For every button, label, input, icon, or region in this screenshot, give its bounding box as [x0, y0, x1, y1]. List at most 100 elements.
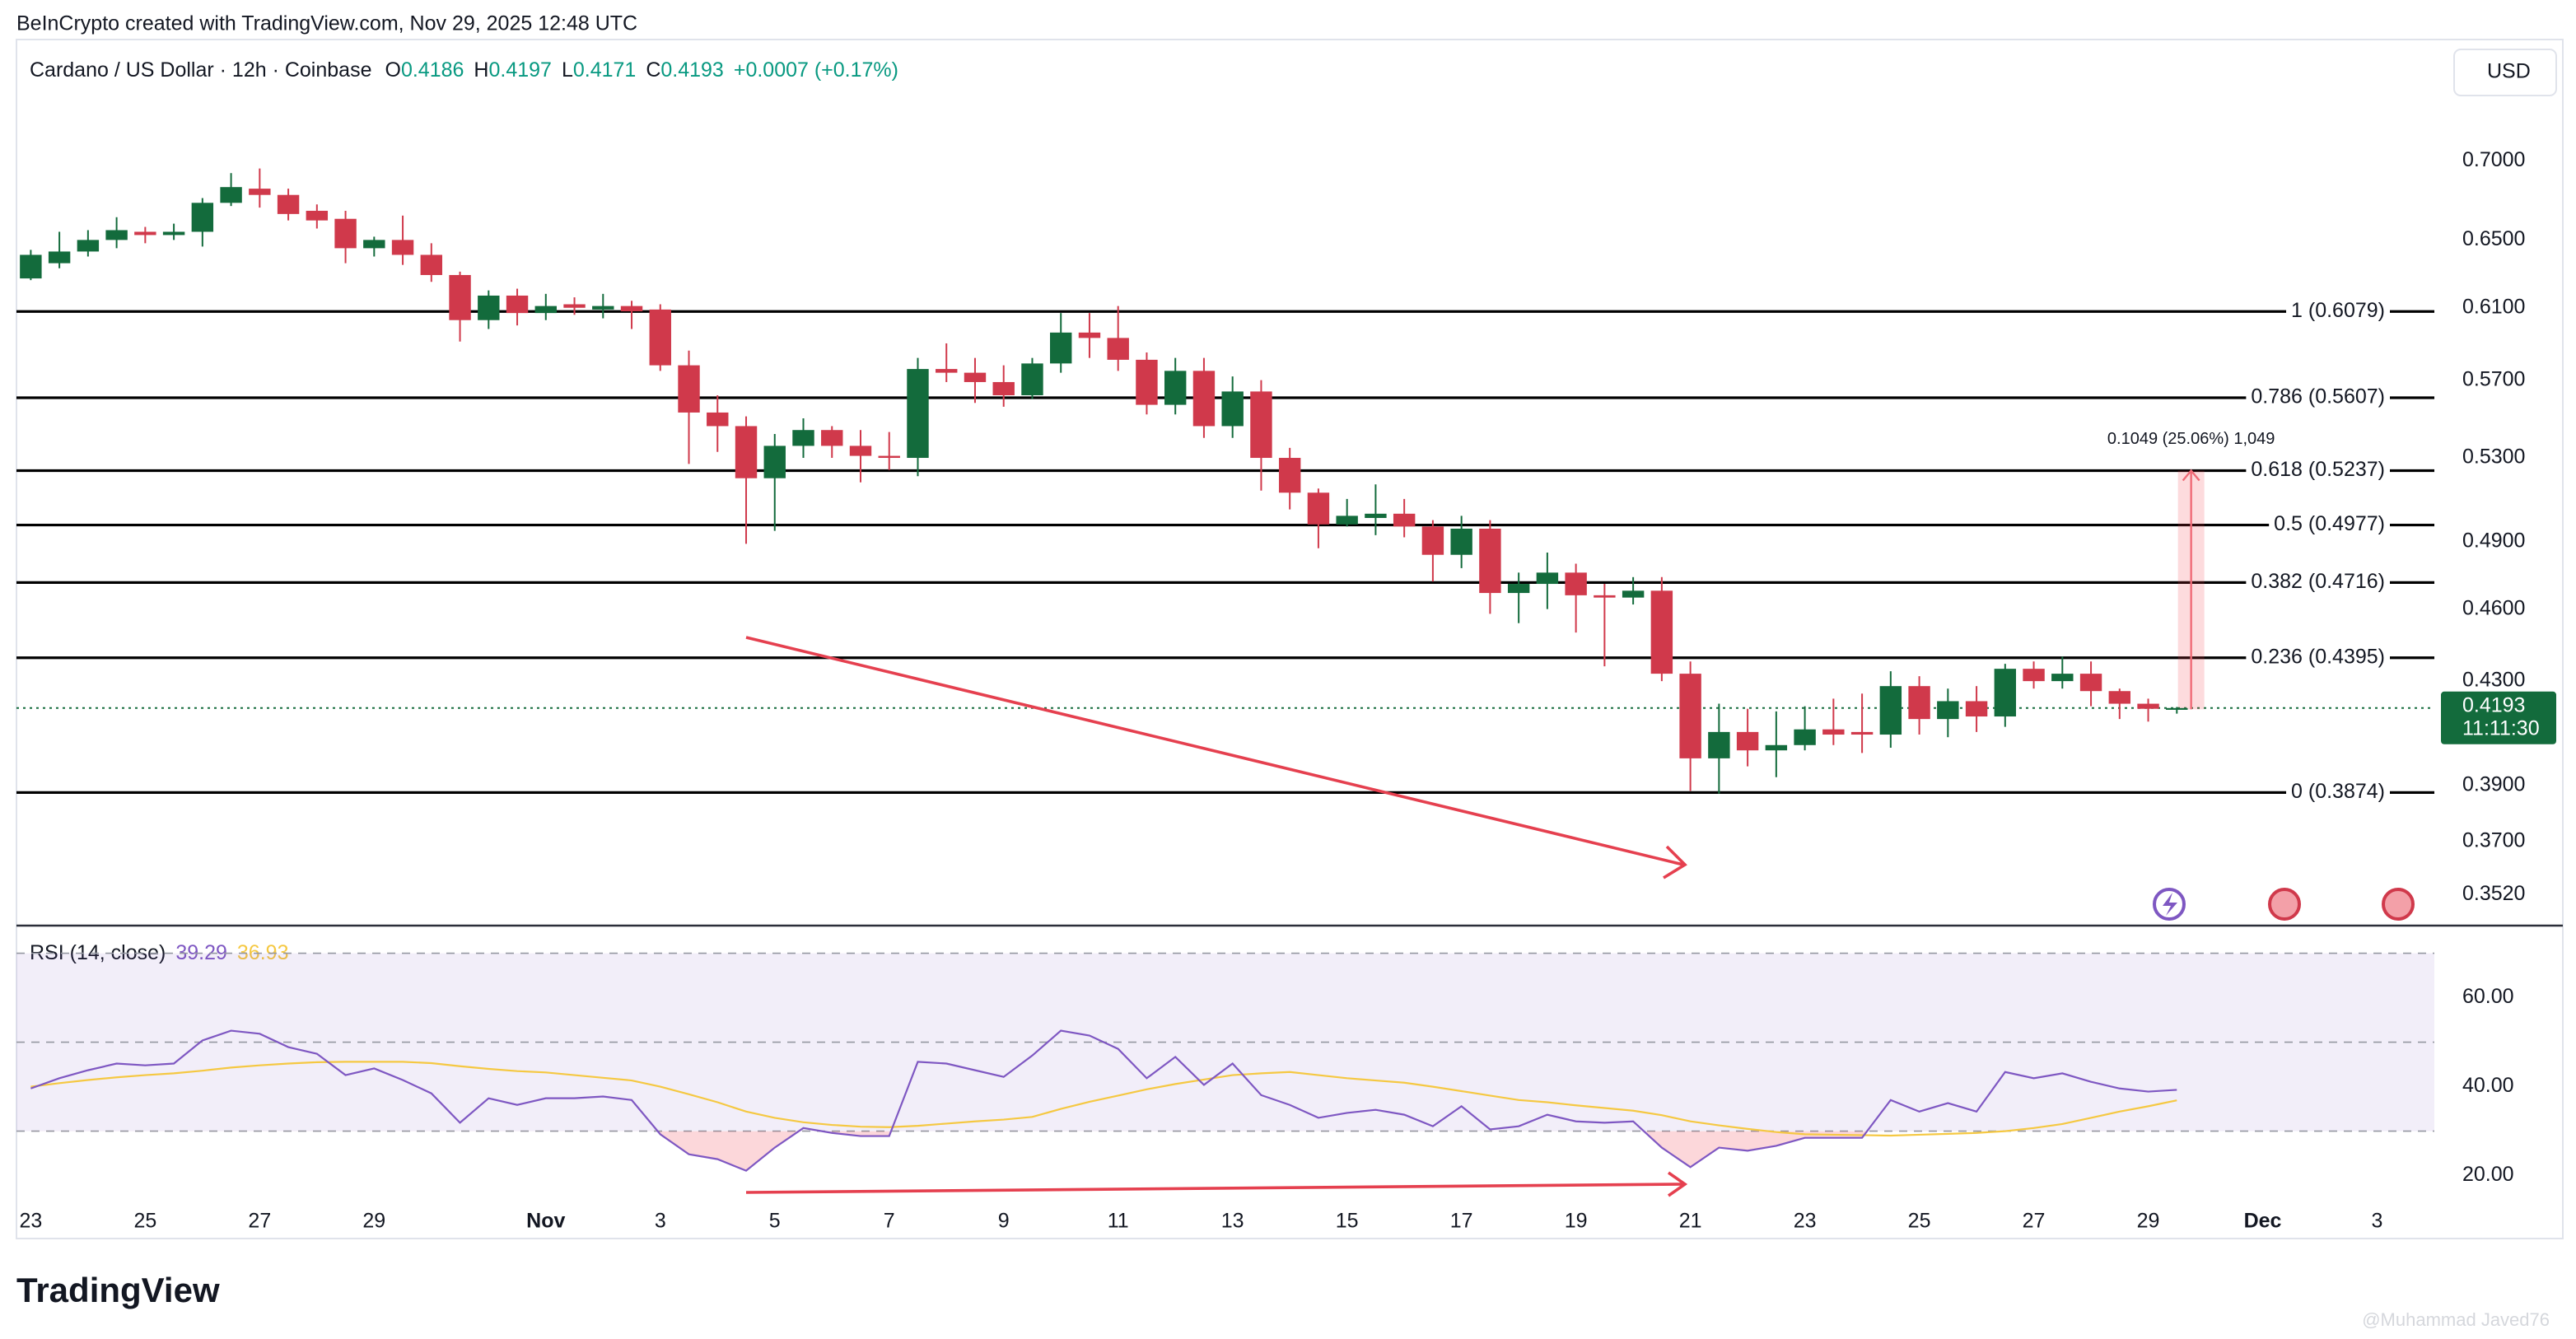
legend: Cardano / US Dollar · 12h · Coinbase O0.4…	[30, 58, 898, 82]
candle-body	[1336, 516, 1358, 525]
y-tick-label: 0.5300	[2462, 446, 2525, 469]
event-icon-glyph	[2163, 893, 2177, 916]
plot: 0.7000 0.6500 0.6100 0.5700 0.5300 0.4900 0.46…	[16, 148, 2556, 1233]
candle-body	[506, 295, 529, 314]
candle-body	[620, 306, 643, 312]
candle-body	[1192, 371, 1216, 427]
candle-body	[277, 194, 300, 214]
candle-body	[735, 426, 758, 478]
candle-body	[936, 369, 958, 373]
candle-body	[2051, 674, 2074, 682]
fib-level-label: 1 (0.6079)	[2291, 299, 2385, 322]
ohlc-key: H	[474, 58, 488, 82]
x-tick-label: 23	[19, 1210, 42, 1233]
rsi-trend-arrowhead	[1667, 1171, 1688, 1197]
ohlc-key: C	[646, 58, 660, 82]
candle-body	[1078, 332, 1101, 338]
rsi-legend: RSI (14, close) 39.29 36.93	[30, 941, 288, 964]
candle-body	[478, 295, 500, 320]
candle-body	[2166, 707, 2188, 710]
candle-body	[449, 274, 471, 320]
y-tick-label: 0.3520	[2462, 882, 2525, 905]
change: +0.0007 (+0.17%)	[734, 58, 898, 82]
event-icon[interactable]	[2382, 888, 2415, 921]
candle-body	[1679, 674, 1701, 758]
candle-body	[1822, 729, 1845, 735]
candle-body	[1994, 669, 2017, 717]
candle-body	[964, 372, 987, 382]
rsi-value: 39.29	[175, 941, 227, 964]
x-tick-label: Dec	[2244, 1210, 2282, 1233]
ohlc-value: 0.4197	[488, 58, 551, 82]
candle-body	[1021, 363, 1043, 396]
fib-level-label: 0.5 (0.4977)	[2274, 512, 2385, 535]
candle-body	[191, 203, 214, 232]
x-tick-label: 23	[1794, 1210, 1817, 1233]
measure-label: 0.1049 (25.06%) 1,049	[2107, 430, 2275, 448]
candle-body	[1708, 731, 1730, 758]
candle-body	[2023, 669, 2045, 682]
candle-body	[821, 430, 843, 446]
symbol: Cardano / US Dollar · 12h · Coinbase	[30, 58, 371, 82]
candle-body	[2108, 691, 2131, 704]
candle-body	[1164, 371, 1187, 405]
rsi-tick-label: 60.00	[2462, 985, 2514, 1008]
candle-body	[48, 251, 71, 264]
currency-box[interactable]	[2453, 49, 2557, 96]
trend-arrows	[745, 636, 1688, 1197]
x-tick-label: Nov	[526, 1210, 565, 1233]
ohlc-key: L	[562, 58, 573, 82]
currency: USD	[2487, 60, 2531, 83]
candle-body	[1479, 528, 1501, 594]
x-tick-label: 19	[1565, 1210, 1588, 1233]
candle-body	[878, 455, 900, 459]
candle-body	[2137, 703, 2159, 709]
event-icons[interactable]	[2153, 888, 2415, 921]
event-icon[interactable]	[2268, 888, 2301, 921]
fib-level-label: 0.618 (0.5237)	[2251, 458, 2385, 481]
x-tick-label: 5	[769, 1210, 781, 1233]
x-tick-label: 25	[133, 1210, 156, 1233]
x-tick-label: 21	[1679, 1210, 1702, 1233]
candle-body	[363, 240, 385, 249]
candle-body	[1050, 332, 1072, 364]
candle-body	[1650, 590, 1673, 674]
ohlc-key: O	[385, 58, 400, 82]
candle-body	[678, 365, 700, 413]
rsi-line	[30, 1029, 2177, 1172]
rsi-tick-label: 20.00	[2462, 1163, 2514, 1186]
candle-body	[1107, 338, 1129, 360]
x-tick-label: 15	[1336, 1210, 1359, 1233]
candle-body	[134, 231, 156, 236]
candle-body	[1307, 492, 1330, 525]
chart-frame	[16, 39, 2564, 1239]
price-tag-label: 0.4193	[2462, 693, 2525, 716]
candle-body	[1421, 526, 1444, 555]
fib-label-bg	[2246, 645, 2390, 669]
candle-body	[105, 230, 128, 240]
rsi-ma-line	[30, 1061, 2177, 1137]
fib-level-label: 0.382 (0.4716)	[2251, 570, 2385, 593]
candle-body	[1765, 744, 1788, 751]
candle-body	[763, 446, 786, 478]
candle-body	[649, 309, 671, 366]
candle-body	[1507, 584, 1530, 594]
candle-body	[1536, 572, 1559, 585]
candle-body	[1393, 513, 1416, 527]
ohlc-value: 0.4186	[401, 58, 464, 82]
candle-body	[707, 412, 729, 427]
price-trend-line	[745, 636, 1684, 866]
candle-body	[907, 369, 929, 459]
candle-body	[1622, 590, 1645, 598]
candle-body	[1850, 731, 1874, 735]
y-tick-label: 0.3700	[2462, 829, 2525, 852]
x-tick-label: 9	[998, 1210, 1010, 1233]
candle-body	[1221, 391, 1244, 427]
price-tag	[2441, 691, 2556, 744]
candle-body	[391, 240, 414, 255]
fib-label-bg	[2286, 298, 2390, 322]
ohlc-value: 0.4171	[573, 58, 636, 82]
fib-level-label: 0.236 (0.4395)	[2251, 645, 2385, 668]
y-tick-label: 0.7000	[2462, 148, 2525, 171]
